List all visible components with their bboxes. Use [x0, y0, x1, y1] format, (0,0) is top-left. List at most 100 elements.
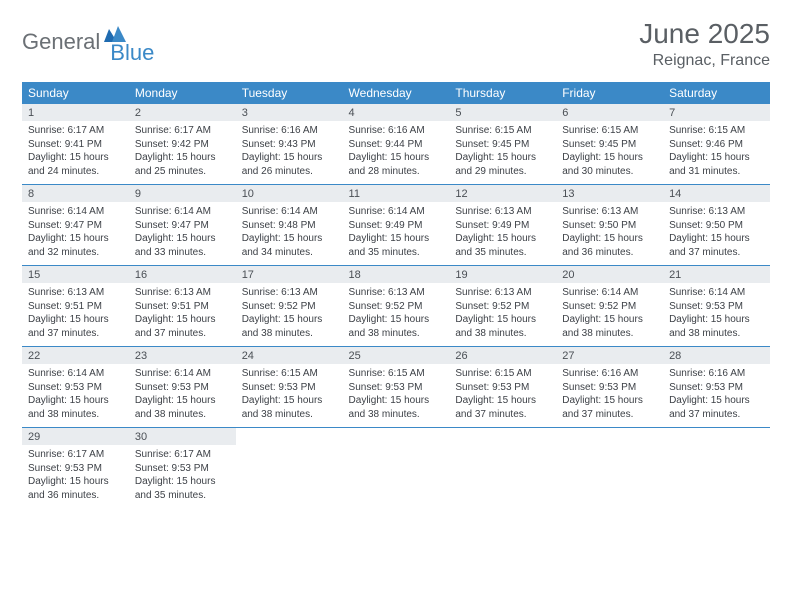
sunset-line: Sunset: 9:45 PM — [562, 138, 657, 152]
daylight-line: Daylight: 15 hours and 37 minutes. — [455, 394, 550, 421]
day-number-row: 2930 — [22, 428, 770, 445]
day-number: 2 — [129, 104, 236, 121]
empty-cell — [236, 445, 343, 508]
sunrise-line: Sunrise: 6:13 AM — [349, 286, 444, 300]
day-detail: Sunrise: 6:15 AMSunset: 9:46 PMDaylight:… — [663, 121, 770, 185]
daylight-line: Daylight: 15 hours and 37 minutes. — [28, 313, 123, 340]
sunrise-line: Sunrise: 6:13 AM — [242, 286, 337, 300]
day-number: 9 — [129, 185, 236, 202]
day-detail: Sunrise: 6:17 AMSunset: 9:53 PMDaylight:… — [129, 445, 236, 508]
day-detail: Sunrise: 6:13 AMSunset: 9:52 PMDaylight:… — [449, 283, 556, 347]
sunset-line: Sunset: 9:50 PM — [562, 219, 657, 233]
day-number: 18 — [343, 266, 450, 283]
daylight-line: Daylight: 15 hours and 28 minutes. — [349, 151, 444, 178]
day-number-row: 1234567 — [22, 104, 770, 121]
empty-cell — [343, 428, 450, 445]
location: Reignac, France — [639, 52, 770, 70]
sunset-line: Sunset: 9:52 PM — [562, 300, 657, 314]
daylight-line: Daylight: 15 hours and 35 minutes. — [135, 475, 230, 502]
day-number: 16 — [129, 266, 236, 283]
daylight-line: Daylight: 15 hours and 36 minutes. — [562, 232, 657, 259]
sunrise-line: Sunrise: 6:15 AM — [455, 124, 550, 138]
logo-text-general: General — [22, 29, 100, 55]
day-number: 15 — [22, 266, 129, 283]
day-detail-row: Sunrise: 6:17 AMSunset: 9:53 PMDaylight:… — [22, 445, 770, 508]
empty-cell — [663, 428, 770, 445]
sunrise-line: Sunrise: 6:16 AM — [669, 367, 764, 381]
day-detail: Sunrise: 6:13 AMSunset: 9:52 PMDaylight:… — [236, 283, 343, 347]
day-number: 3 — [236, 104, 343, 121]
day-number: 20 — [556, 266, 663, 283]
day-number: 11 — [343, 185, 450, 202]
sunset-line: Sunset: 9:53 PM — [669, 300, 764, 314]
sunrise-line: Sunrise: 6:13 AM — [135, 286, 230, 300]
sunrise-line: Sunrise: 6:16 AM — [349, 124, 444, 138]
day-number: 17 — [236, 266, 343, 283]
day-detail: Sunrise: 6:15 AMSunset: 9:53 PMDaylight:… — [343, 364, 450, 428]
day-detail: Sunrise: 6:14 AMSunset: 9:49 PMDaylight:… — [343, 202, 450, 266]
day-detail: Sunrise: 6:13 AMSunset: 9:51 PMDaylight:… — [129, 283, 236, 347]
day-number: 12 — [449, 185, 556, 202]
sunrise-line: Sunrise: 6:14 AM — [135, 205, 230, 219]
sunset-line: Sunset: 9:53 PM — [669, 381, 764, 395]
sunset-line: Sunset: 9:53 PM — [562, 381, 657, 395]
calendar-table: SundayMondayTuesdayWednesdayThursdayFrid… — [22, 82, 770, 508]
sunrise-line: Sunrise: 6:17 AM — [135, 448, 230, 462]
daylight-line: Daylight: 15 hours and 33 minutes. — [135, 232, 230, 259]
sunset-line: Sunset: 9:52 PM — [455, 300, 550, 314]
sunrise-line: Sunrise: 6:14 AM — [28, 205, 123, 219]
day-detail-row: Sunrise: 6:14 AMSunset: 9:53 PMDaylight:… — [22, 364, 770, 428]
day-detail-row: Sunrise: 6:13 AMSunset: 9:51 PMDaylight:… — [22, 283, 770, 347]
day-number: 21 — [663, 266, 770, 283]
day-detail: Sunrise: 6:17 AMSunset: 9:41 PMDaylight:… — [22, 121, 129, 185]
day-detail-row: Sunrise: 6:17 AMSunset: 9:41 PMDaylight:… — [22, 121, 770, 185]
day-number: 19 — [449, 266, 556, 283]
sunset-line: Sunset: 9:51 PM — [135, 300, 230, 314]
sunset-line: Sunset: 9:43 PM — [242, 138, 337, 152]
sunset-line: Sunset: 9:50 PM — [669, 219, 764, 233]
daylight-line: Daylight: 15 hours and 37 minutes. — [135, 313, 230, 340]
sunrise-line: Sunrise: 6:16 AM — [242, 124, 337, 138]
logo-text-blue: Blue — [110, 40, 154, 66]
day-number: 25 — [343, 347, 450, 364]
month-title: June 2025 — [639, 18, 770, 50]
sunrise-line: Sunrise: 6:15 AM — [669, 124, 764, 138]
daylight-line: Daylight: 15 hours and 38 minutes. — [669, 313, 764, 340]
sunrise-line: Sunrise: 6:15 AM — [349, 367, 444, 381]
sunrise-line: Sunrise: 6:17 AM — [135, 124, 230, 138]
day-number: 14 — [663, 185, 770, 202]
sunset-line: Sunset: 9:41 PM — [28, 138, 123, 152]
day-detail: Sunrise: 6:17 AMSunset: 9:42 PMDaylight:… — [129, 121, 236, 185]
daylight-line: Daylight: 15 hours and 24 minutes. — [28, 151, 123, 178]
day-header: Sunday — [22, 82, 129, 104]
day-detail: Sunrise: 6:16 AMSunset: 9:43 PMDaylight:… — [236, 121, 343, 185]
day-number: 13 — [556, 185, 663, 202]
sunset-line: Sunset: 9:53 PM — [135, 381, 230, 395]
daylight-line: Daylight: 15 hours and 38 minutes. — [349, 313, 444, 340]
sunset-line: Sunset: 9:49 PM — [349, 219, 444, 233]
sunset-line: Sunset: 9:47 PM — [28, 219, 123, 233]
day-header: Wednesday — [343, 82, 450, 104]
day-detail: Sunrise: 6:17 AMSunset: 9:53 PMDaylight:… — [22, 445, 129, 508]
daylight-line: Daylight: 15 hours and 38 minutes. — [349, 394, 444, 421]
logo: General Blue — [22, 18, 154, 66]
daylight-line: Daylight: 15 hours and 32 minutes. — [28, 232, 123, 259]
day-number: 29 — [22, 428, 129, 445]
day-header: Friday — [556, 82, 663, 104]
daylight-line: Daylight: 15 hours and 34 minutes. — [242, 232, 337, 259]
sunset-line: Sunset: 9:44 PM — [349, 138, 444, 152]
daylight-line: Daylight: 15 hours and 35 minutes. — [349, 232, 444, 259]
sunset-line: Sunset: 9:42 PM — [135, 138, 230, 152]
daylight-line: Daylight: 15 hours and 29 minutes. — [455, 151, 550, 178]
sunset-line: Sunset: 9:49 PM — [455, 219, 550, 233]
day-detail: Sunrise: 6:16 AMSunset: 9:53 PMDaylight:… — [663, 364, 770, 428]
day-detail: Sunrise: 6:14 AMSunset: 9:47 PMDaylight:… — [22, 202, 129, 266]
sunset-line: Sunset: 9:46 PM — [669, 138, 764, 152]
sunrise-line: Sunrise: 6:17 AM — [28, 448, 123, 462]
daylight-line: Daylight: 15 hours and 35 minutes. — [455, 232, 550, 259]
sunset-line: Sunset: 9:53 PM — [135, 462, 230, 476]
sunrise-line: Sunrise: 6:16 AM — [562, 367, 657, 381]
empty-cell — [449, 428, 556, 445]
sunrise-line: Sunrise: 6:13 AM — [455, 205, 550, 219]
daylight-line: Daylight: 15 hours and 38 minutes. — [455, 313, 550, 340]
